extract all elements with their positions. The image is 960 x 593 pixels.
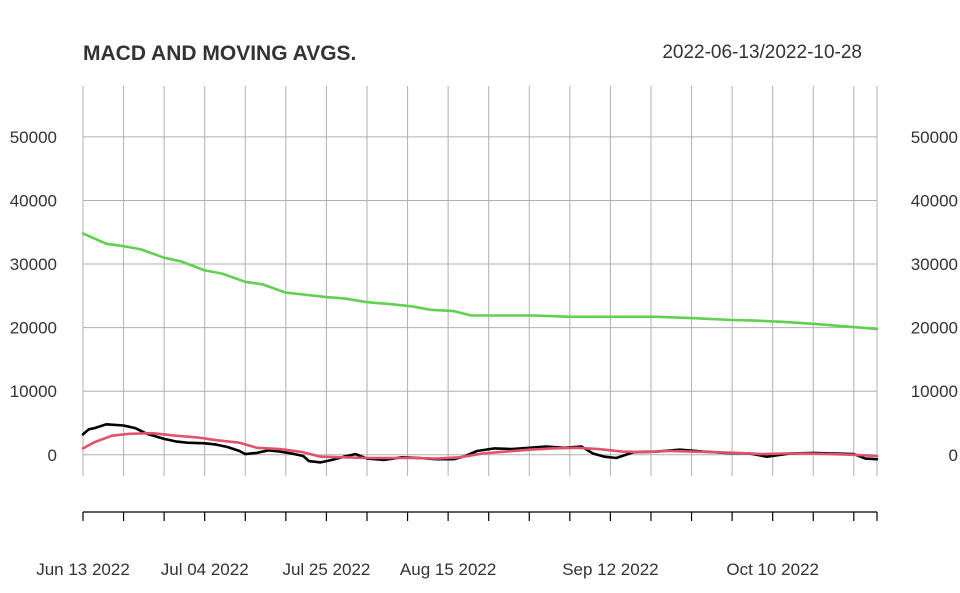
chart-title: MACD AND MOVING AVGS. bbox=[83, 42, 356, 65]
x-tick-label: Jul 04 2022 bbox=[161, 560, 249, 579]
grid bbox=[82, 86, 878, 476]
axes: 0 0 10000 10000 20000 20000 30000 30000 40000 400… bbox=[10, 128, 958, 579]
series-line-1 bbox=[81, 232, 879, 331]
y-tick-label-left: 10000 bbox=[10, 382, 57, 401]
y-tick-label-right: 50000 bbox=[911, 128, 958, 147]
x-tick-label: Jun 13 2022 bbox=[36, 560, 130, 579]
y-tick-label-left: 0 bbox=[48, 446, 57, 465]
series-line-2 bbox=[81, 423, 879, 464]
y-tick-label-left: 30000 bbox=[10, 255, 57, 274]
x-tick-label: Jul 25 2022 bbox=[282, 560, 370, 579]
y-tick-label-right: 40000 bbox=[911, 191, 958, 210]
y-tick-label-right: 20000 bbox=[911, 319, 958, 338]
series-line-3 bbox=[81, 431, 879, 460]
y-tick-label-left: 40000 bbox=[10, 191, 57, 210]
date-range: 2022-06-13/2022-10-28 bbox=[662, 42, 862, 63]
y-tick-label-left: 50000 bbox=[10, 128, 57, 147]
y-tick-label-right: 30000 bbox=[911, 255, 958, 274]
series-layer bbox=[81, 232, 879, 464]
x-tick-label: Sep 12 2022 bbox=[562, 560, 658, 579]
y-tick-label-right: 0 bbox=[949, 446, 958, 465]
y-tick-label-right: 10000 bbox=[911, 382, 958, 401]
x-tick-label: Oct 10 2022 bbox=[726, 560, 819, 579]
y-tick-label-left: 20000 bbox=[10, 319, 57, 338]
x-tick-label: Aug 15 2022 bbox=[400, 560, 496, 579]
